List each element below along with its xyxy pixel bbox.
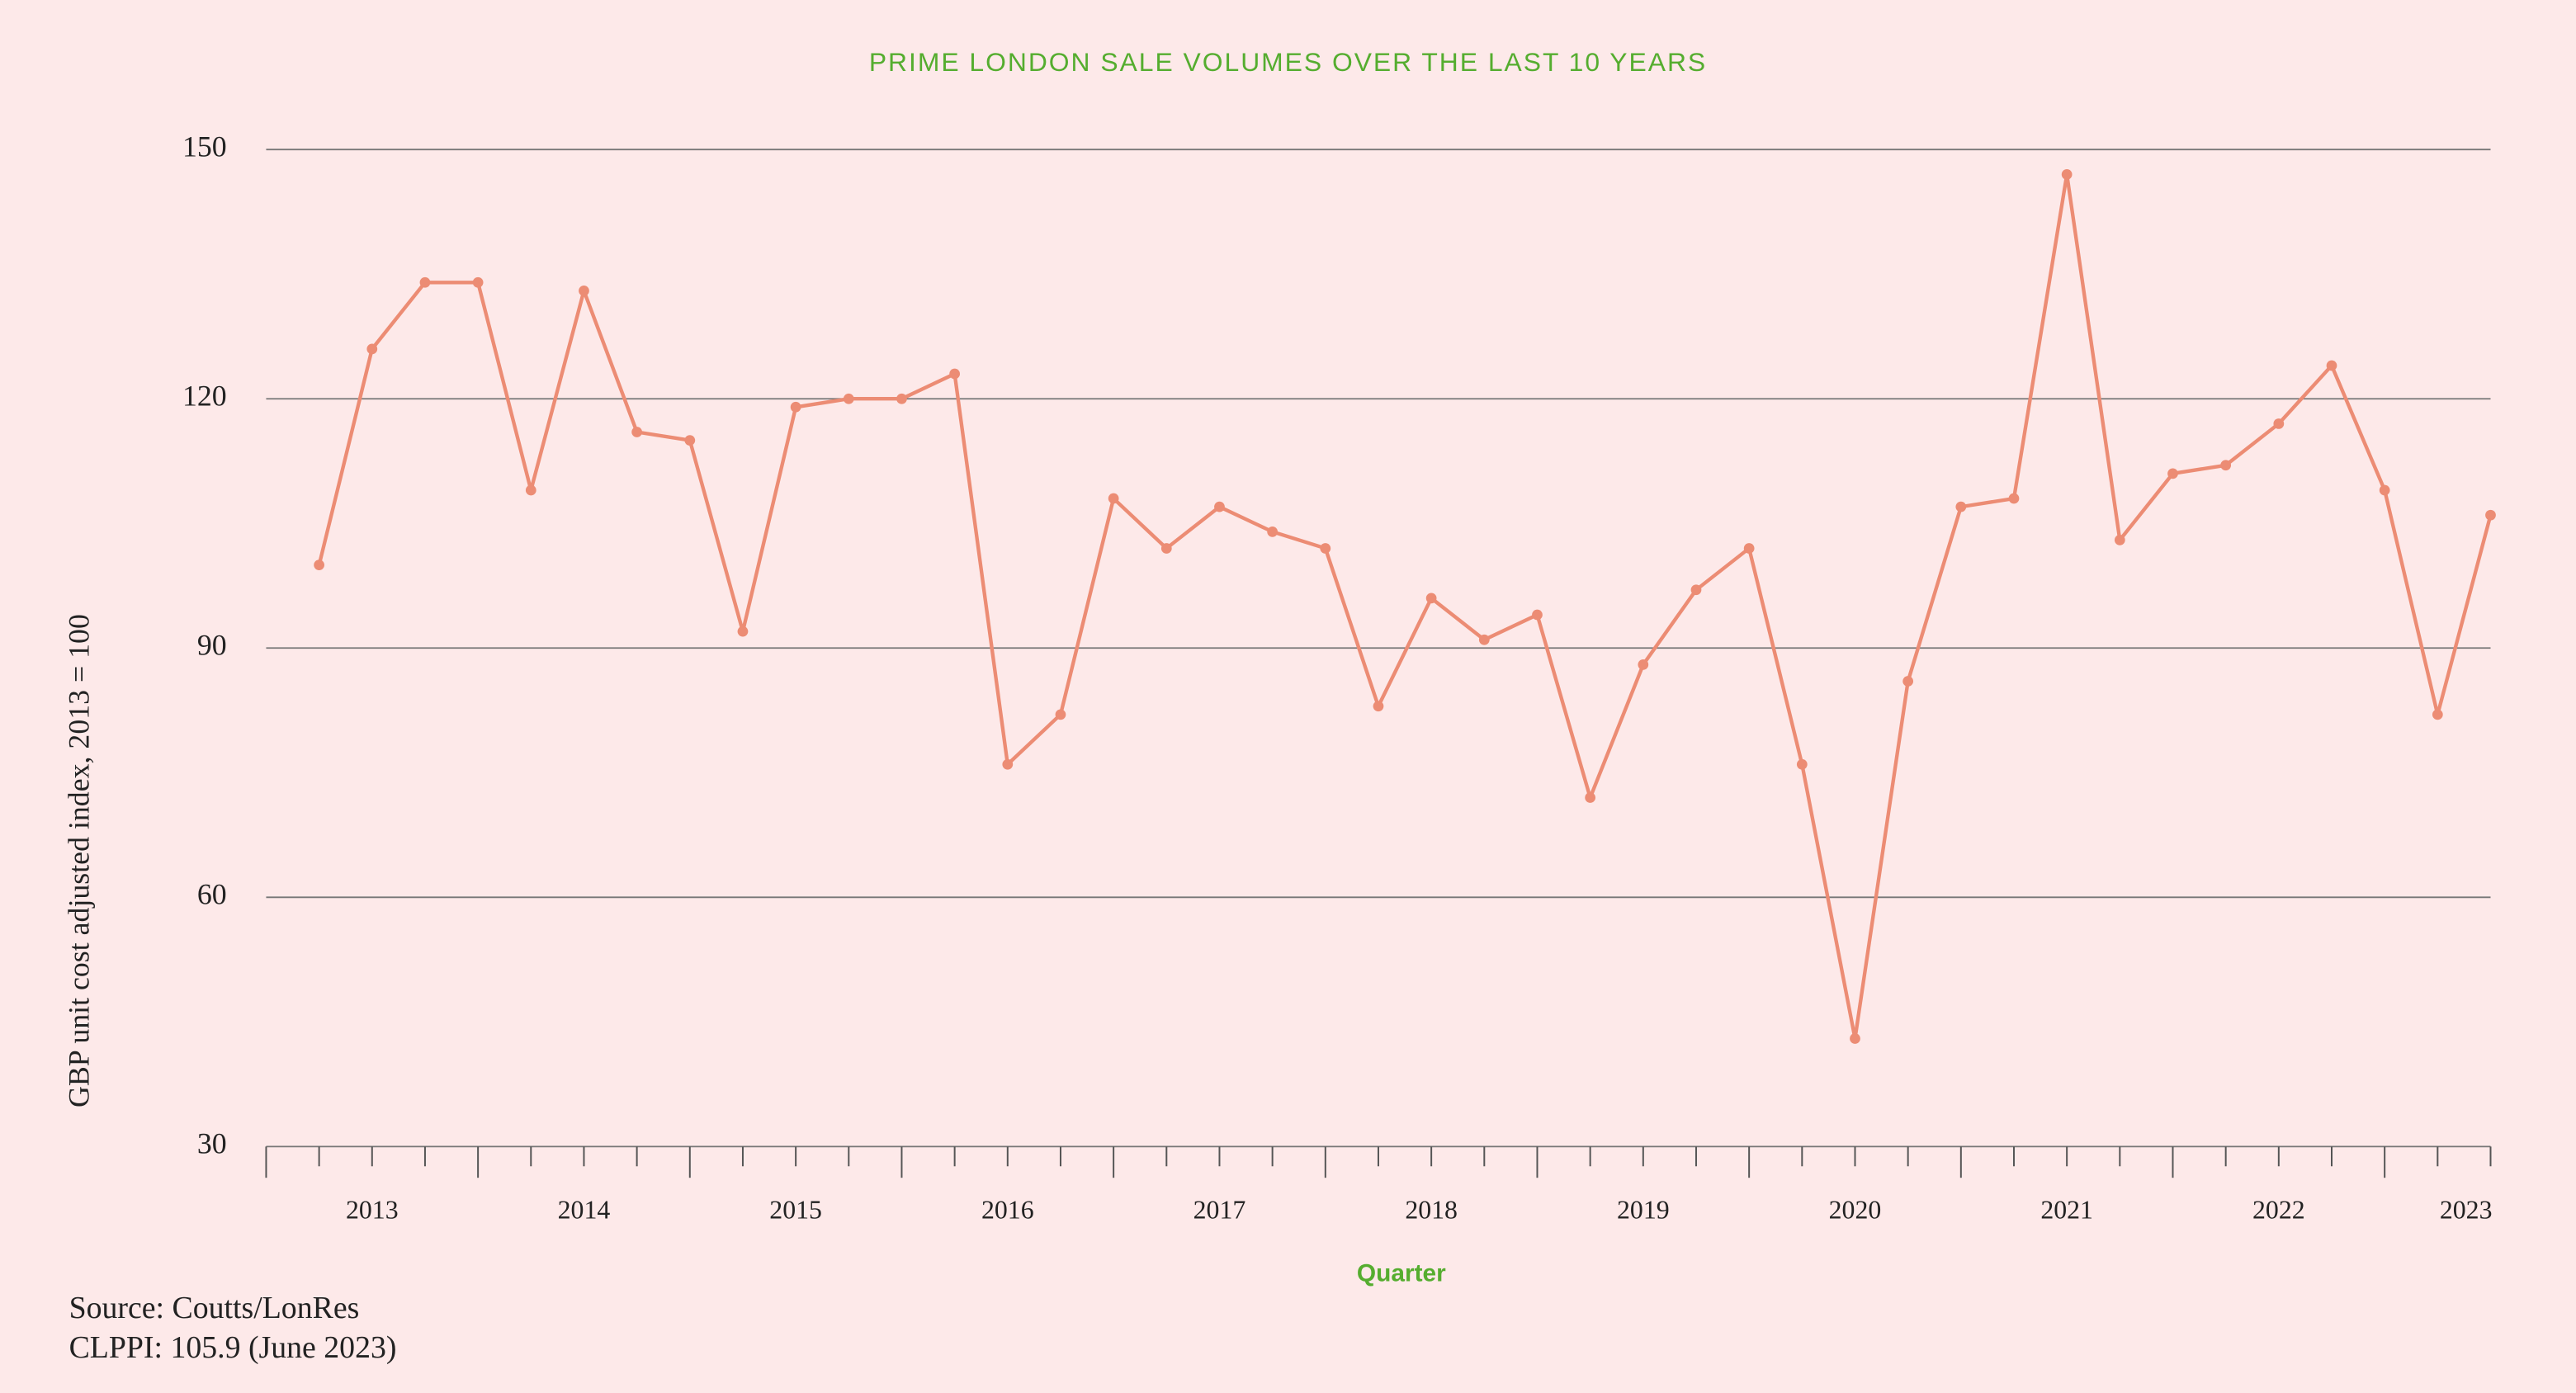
data-point [1108,493,1119,504]
x-tick-label: 2016 [981,1195,1034,1224]
data-point [1002,758,1014,770]
x-tick-label: 2021 [2040,1195,2093,1224]
x-tick-label: 2023 [2440,1195,2493,1224]
data-point [1585,792,1596,803]
data-point [1690,584,1702,596]
y-tick-label: 120 [182,379,227,412]
data-point [2485,509,2496,521]
y-tick-label: 150 [182,130,227,163]
x-tick-label: 2022 [2252,1195,2305,1224]
data-point [1743,543,1755,554]
data-point [2167,468,2178,479]
data-point [2326,360,2337,371]
x-axis-label: Quarter [1357,1260,1446,1287]
y-tick-label: 30 [197,1127,227,1160]
data-point [1796,758,1808,770]
x-tick-label: 2015 [769,1195,822,1224]
chart-title: PRIME LONDON SALE VOLUMES OVER THE LAST … [869,47,1707,77]
y-tick-label: 90 [197,629,227,662]
data-point [472,276,484,288]
data-point [2379,484,2390,496]
x-tick-label: 2019 [1617,1195,1670,1224]
x-tick-label: 2018 [1405,1195,1458,1224]
data-point [2061,169,2073,180]
data-point [1267,526,1279,537]
data-point [2273,418,2285,429]
source-note: Source: Coutts/LonRes [69,1291,360,1325]
data-point [1320,543,1331,554]
data-point [1478,634,1490,645]
data-point [1425,593,1437,604]
data-point [631,427,642,437]
data-point [525,484,536,496]
data-point [1160,543,1172,554]
data-point [1055,709,1066,720]
data-point [949,368,961,380]
x-tick-label: 2017 [1193,1195,1246,1224]
data-point [2220,460,2232,471]
data-point [1638,659,1649,670]
source-note: CLPPI: 105.9 (June 2023) [69,1330,397,1365]
data-point [1214,501,1225,512]
x-tick-label: 2013 [346,1195,399,1224]
data-point [1532,609,1543,621]
data-point [1955,501,1967,512]
data-point [314,560,324,570]
data-line [317,172,2493,1041]
data-point [1373,701,1384,712]
y-tick-label: 60 [197,878,227,911]
data-point [366,343,378,355]
data-point [1850,1033,1860,1044]
data-point [896,393,907,404]
x-tick-label: 2014 [558,1195,611,1224]
x-tick-label: 2020 [1829,1195,1882,1224]
data-point [419,276,431,288]
data-point [579,285,589,296]
data-point [2432,709,2443,720]
data-point [790,401,801,413]
data-point [684,435,696,446]
data-point [843,393,854,404]
data-point [1902,676,1914,687]
data-point [737,626,749,637]
y-axis-label: GBP unit cost adjusted index, 2013 = 100 [63,614,96,1107]
data-point [2114,535,2125,545]
data-point [2008,493,2020,504]
